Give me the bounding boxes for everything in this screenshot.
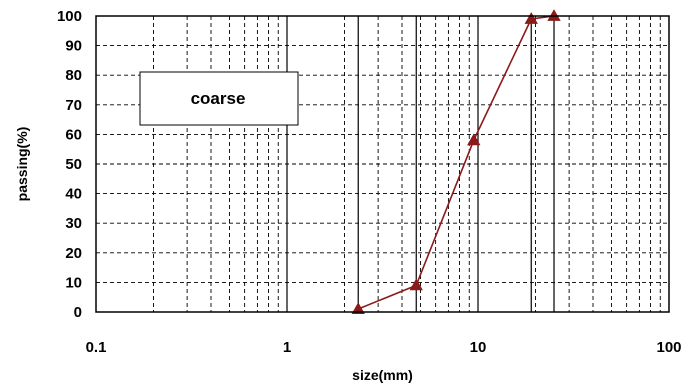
sieve-lines	[357, 16, 555, 312]
x-axis-title: size(mm)	[352, 367, 413, 383]
data-point-marker	[351, 302, 365, 314]
x-tick-label: 1	[283, 339, 291, 356]
y-tick-label: 90	[65, 38, 82, 55]
series	[351, 9, 561, 314]
y-tick-label: 60	[65, 126, 82, 143]
legend-box: coarse	[139, 71, 299, 126]
y-tick-label: 0	[74, 304, 82, 321]
y-tick-label: 50	[65, 156, 82, 173]
data-point-marker	[409, 278, 423, 291]
x-tick-label: 100	[656, 339, 681, 356]
y-axis-title: passing(%)	[14, 127, 30, 202]
legend-box-label: coarse	[191, 89, 246, 108]
x-tick-label: 10	[470, 339, 487, 356]
y-tick-label: 70	[65, 97, 82, 114]
plot-border	[95, 15, 670, 313]
y-tick-label: 80	[65, 67, 82, 84]
grid	[96, 16, 669, 312]
data-point-marker	[467, 133, 481, 146]
y-tick-label: 30	[65, 215, 82, 232]
y-tick-label: 10	[65, 274, 82, 291]
y-tick-label: 100	[57, 8, 82, 25]
x-tick-label: 0.1	[86, 339, 107, 356]
legend-box-rect	[139, 71, 299, 126]
series-line	[357, 15, 555, 310]
y-tick-label: 20	[65, 245, 82, 262]
tick-labels: 0 10 20 30 40 50 60 70 80 90 100 0.1 1 10 100	[57, 8, 682, 356]
y-tick-label: 40	[65, 186, 82, 203]
data-point-marker	[524, 12, 538, 24]
